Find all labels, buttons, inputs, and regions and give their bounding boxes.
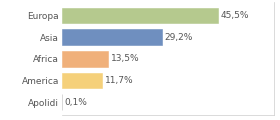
Bar [62,51,108,67]
Bar [62,73,102,88]
Text: 0,1%: 0,1% [65,98,88,107]
Text: 29,2%: 29,2% [165,33,193,42]
Text: 13,5%: 13,5% [111,54,139,63]
Text: 11,7%: 11,7% [104,76,133,85]
Bar [62,29,162,45]
Bar [62,8,218,23]
Text: 45,5%: 45,5% [221,11,249,20]
